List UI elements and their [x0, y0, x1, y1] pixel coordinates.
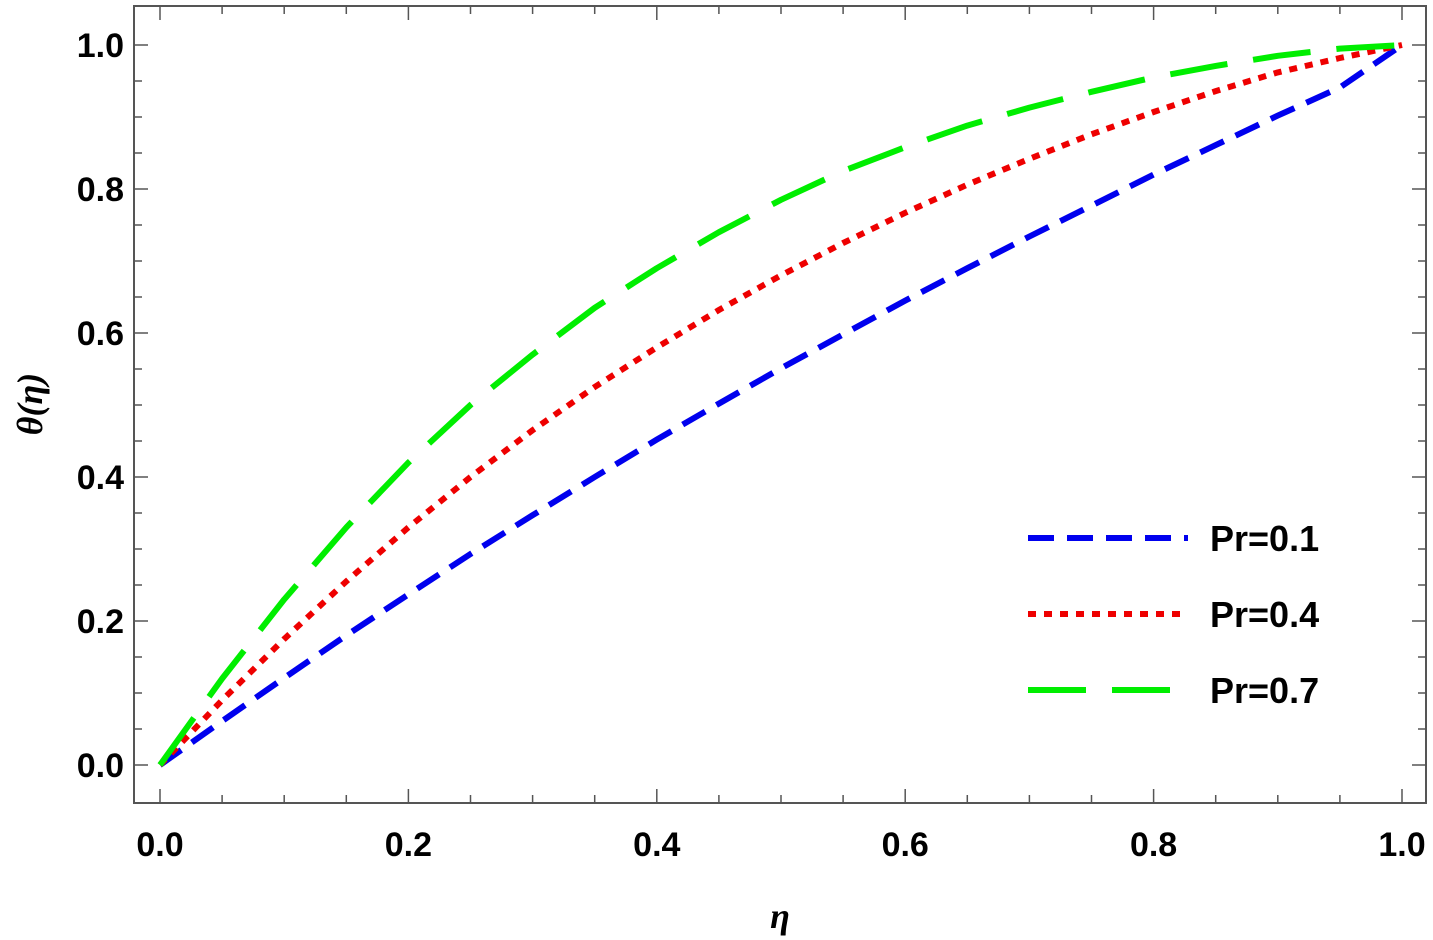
x-tick-label: 0.2 — [385, 826, 432, 864]
x-tick-label: 1.0 — [1378, 826, 1425, 864]
series-line-3 — [157, 42, 1403, 767]
x-tick-label: 0.6 — [882, 826, 929, 864]
x-tick-labels: 0.0 0.2 0.4 0.6 0.8 1.0 — [136, 826, 1425, 864]
series-line-2 — [157, 42, 1403, 768]
series-line-1 — [158, 42, 1404, 768]
series-lines — [157, 42, 1404, 768]
x-tick-label: 0.0 — [136, 826, 183, 864]
x-tick-label: 0.8 — [1130, 826, 1177, 864]
y-tick-label: 0.2 — [77, 603, 124, 641]
ticks — [134, 6, 1426, 803]
x-tick-label: 0.4 — [633, 826, 680, 864]
x-axis-label: η — [770, 896, 790, 936]
y-tick-label: 1.0 — [77, 27, 124, 65]
legend-label: Pr=0.4 — [1210, 594, 1319, 635]
legend-label: Pr=0.1 — [1210, 518, 1319, 559]
legend: Pr=0.1 Pr=0.4 Pr=0.7 — [1028, 518, 1319, 711]
y-tick-labels: 0.0 0.2 0.4 0.6 0.8 1.0 — [77, 27, 124, 785]
y-axis-label: θ(η) — [10, 373, 50, 435]
legend-label: Pr=0.7 — [1210, 670, 1319, 711]
y-tick-label: 0.8 — [77, 171, 124, 209]
y-tick-label: 0.6 — [77, 315, 124, 353]
y-tick-label: 0.0 — [77, 747, 124, 785]
y-tick-label: 0.4 — [77, 459, 124, 497]
